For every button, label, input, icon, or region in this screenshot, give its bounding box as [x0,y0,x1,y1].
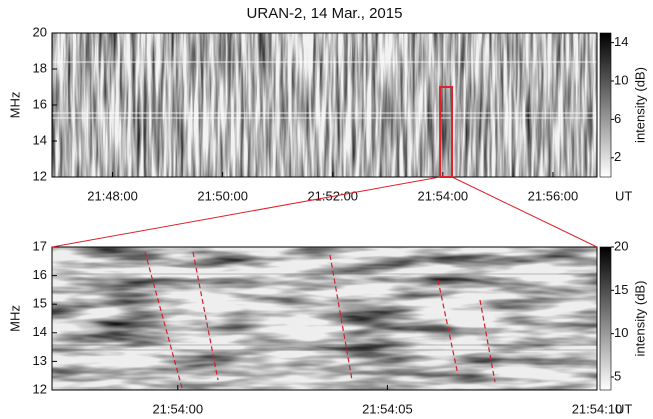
spectrum-top [52,33,597,177]
zoom-connector [451,176,598,248]
y-tick-label: 17 [33,238,47,253]
y-tick-label: 18 [33,60,47,75]
y-tick-label: 14 [33,132,47,147]
colorbar-label: intensity (dB) [632,281,647,357]
zoom-connector [51,176,441,248]
colorbar-label: intensity (dB) [632,67,647,143]
colorbar [599,246,612,391]
x-tick-label: 21:54:10 [572,401,623,416]
x-tick-label: 21:56:00 [528,188,579,203]
y-tick-label: 13 [33,353,47,368]
y-tick-label: 16 [33,96,47,111]
colorbar-tick-label: 20 [614,238,628,253]
colorbar-tick-label: 10 [614,325,628,340]
x-axis-label: UT [615,401,632,416]
colorbar-tick-label: 6 [614,111,621,126]
x-tick-label: 21:54:00 [152,401,203,416]
zoom-box [439,86,454,178]
y-axis-label: MHz [7,92,22,119]
y-axis-label: MHz [7,305,22,332]
y-tick-label: 12 [33,381,47,396]
colorbar-tick-label: 2 [614,149,621,164]
plot-frame [51,246,598,391]
x-tick-label: 21:54:05 [362,401,413,416]
x-tick-label: 21:50:00 [197,188,248,203]
x-tick-label: 21:54:00 [418,188,469,203]
y-tick-label: 12 [33,168,47,183]
colorbar-tick-label: 14 [614,34,628,49]
colorbar-tick-label: 15 [614,282,628,297]
colorbar [599,32,612,178]
colorbar-tick-label: 5 [614,368,621,383]
x-axis-label: UT [615,188,632,203]
y-tick-label: 15 [33,296,47,311]
x-tick-label: 21:48:00 [87,188,138,203]
y-tick-label: 16 [33,267,47,282]
y-tick-label: 20 [33,24,47,39]
y-tick-label: 14 [33,324,47,339]
colorbar-tick-label: 10 [614,72,628,87]
chart-title: URAN-2, 14 Mar., 2015 [247,5,403,22]
spectrum-bottom [52,247,597,390]
